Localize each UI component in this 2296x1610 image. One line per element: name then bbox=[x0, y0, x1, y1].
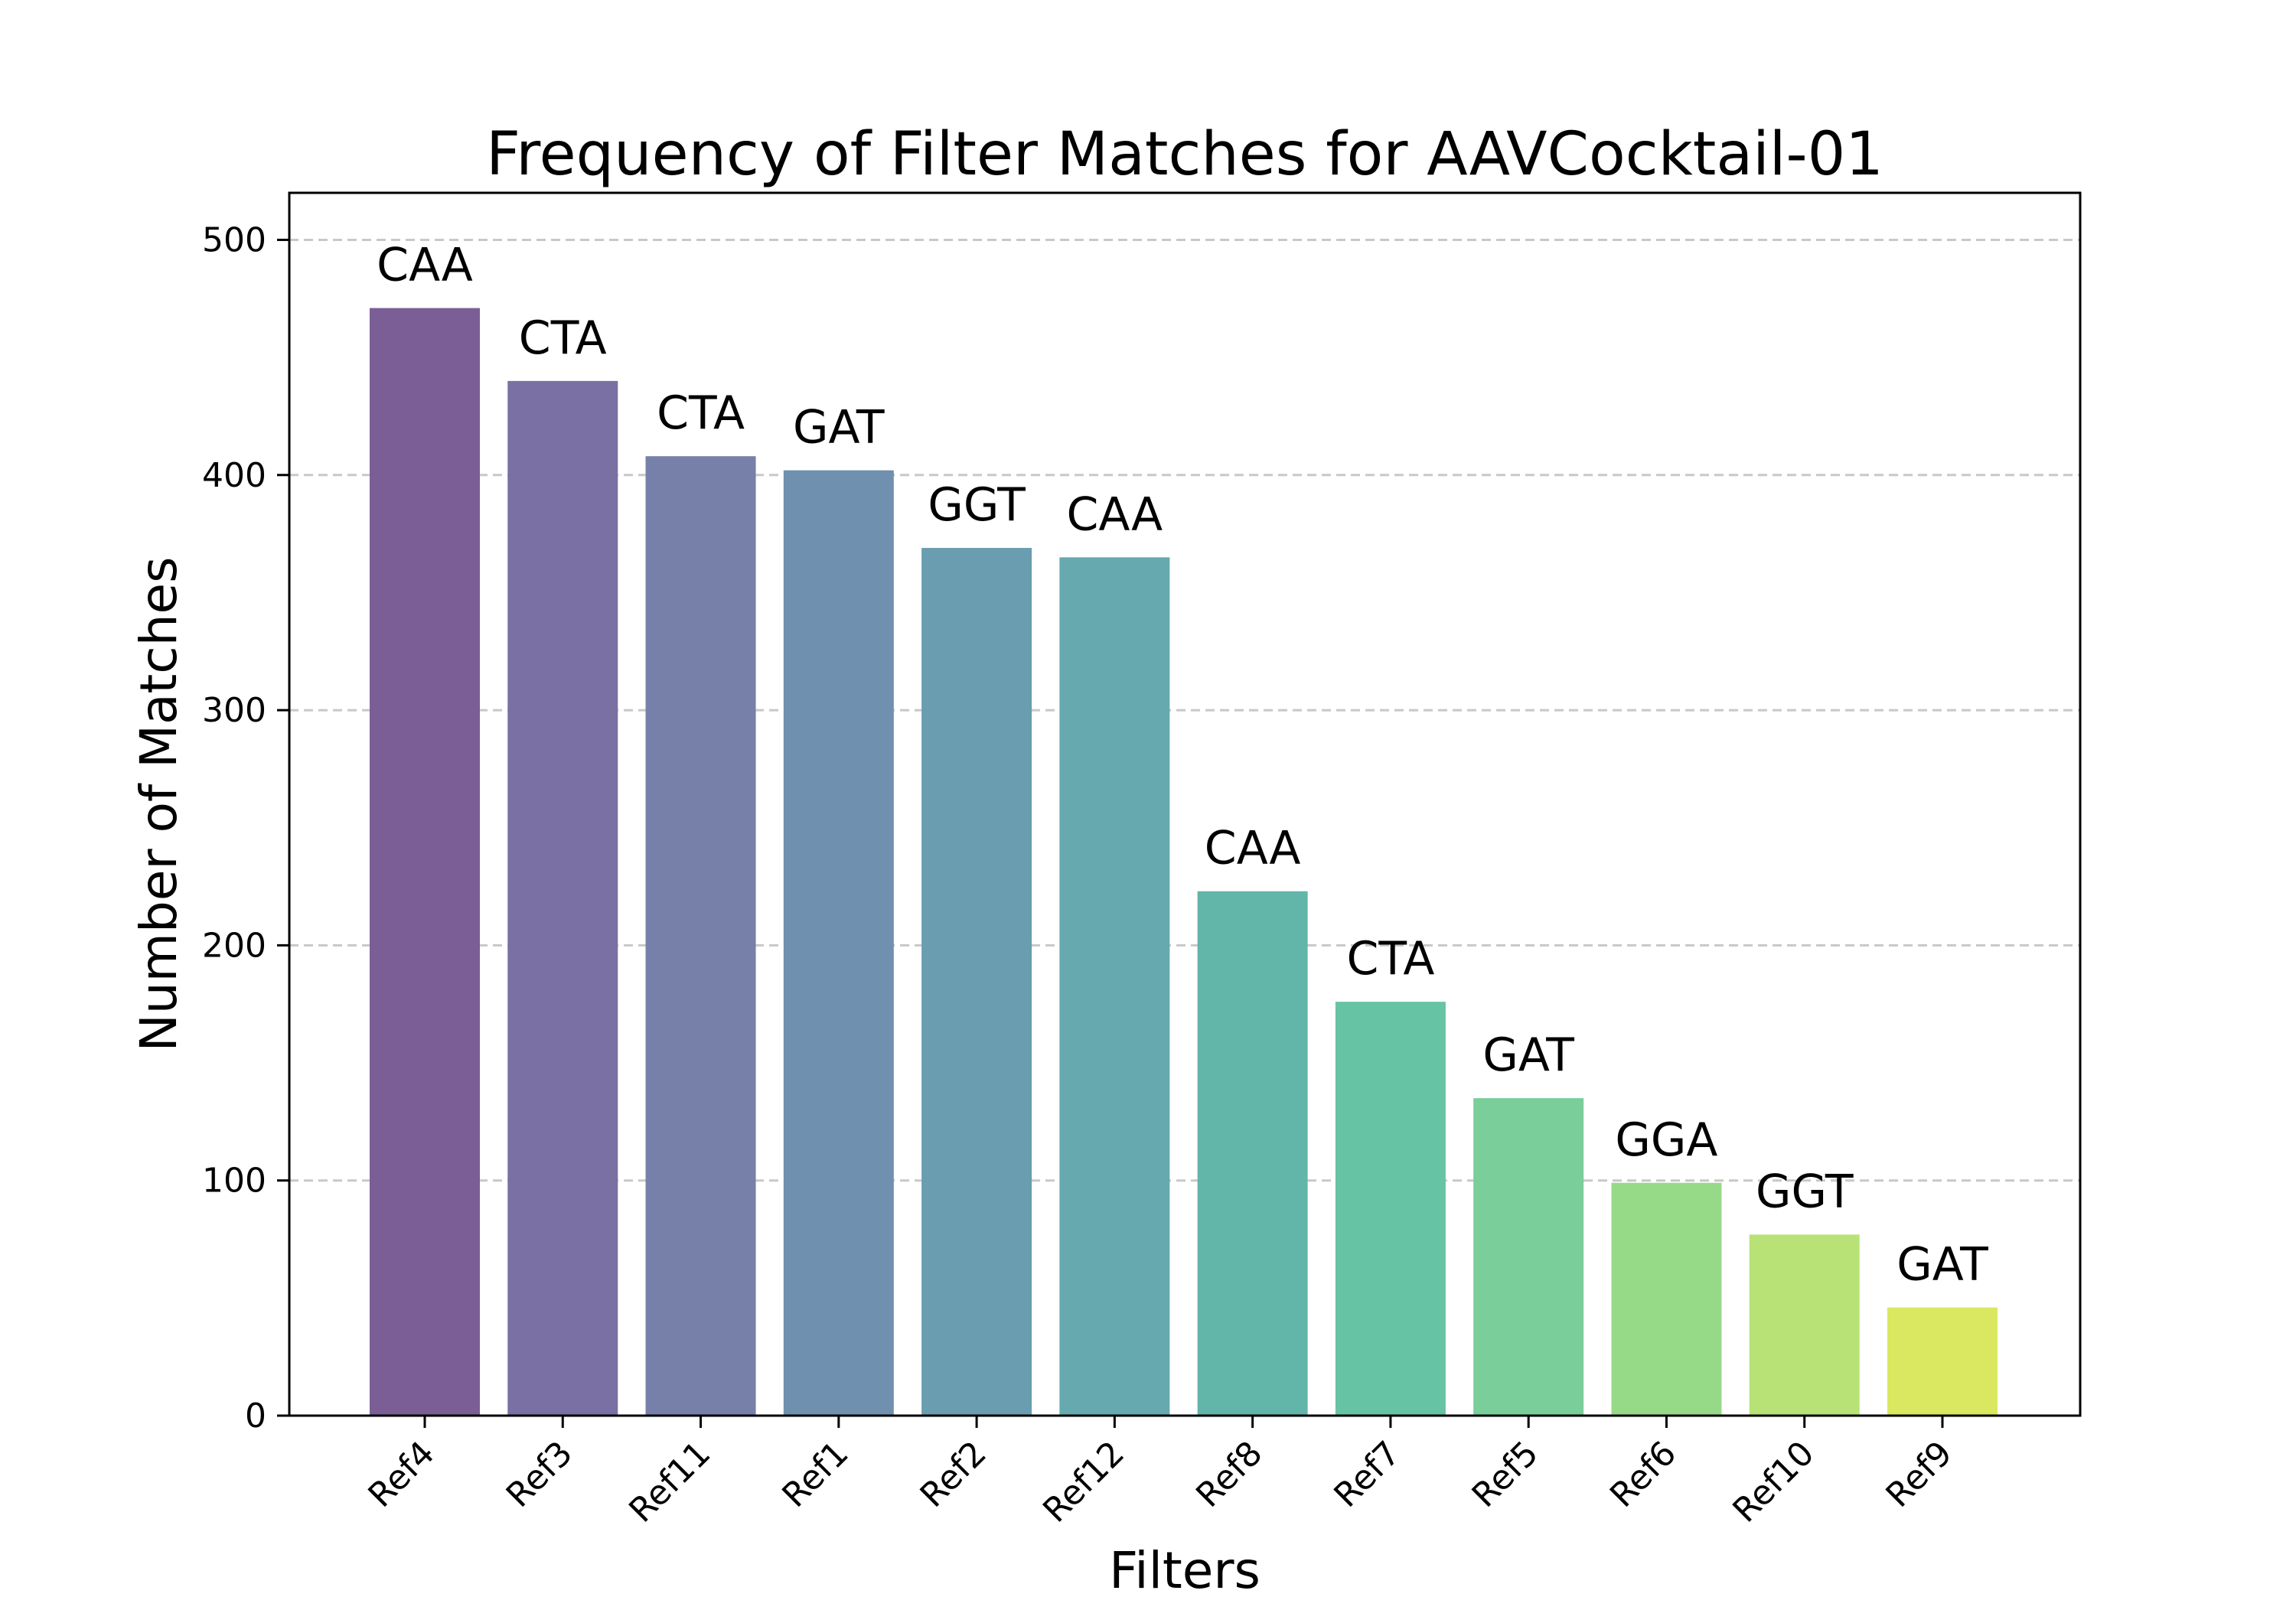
x-axis-label: Filters bbox=[1109, 1541, 1261, 1600]
x-tick-label: Ref9 bbox=[1879, 1434, 1960, 1515]
bar-ref12 bbox=[1059, 557, 1170, 1416]
plot-frame bbox=[288, 191, 2082, 1417]
y-tick-label: 400 bbox=[202, 456, 266, 495]
bar-label: GAT bbox=[1482, 1028, 1574, 1082]
bar-label: GGA bbox=[1615, 1113, 1717, 1167]
x-tick-label: Ref11 bbox=[621, 1434, 718, 1530]
x-tick-label: Ref5 bbox=[1465, 1434, 1546, 1515]
y-axis-label: Number of Matches bbox=[129, 556, 188, 1051]
y-tick-label: 100 bbox=[202, 1162, 266, 1201]
x-tick-label: Ref1 bbox=[775, 1434, 856, 1515]
bar-label: GAT bbox=[793, 401, 885, 455]
x-tick-label: Ref6 bbox=[1603, 1434, 1684, 1515]
bar-ref6 bbox=[1611, 1182, 1722, 1416]
bar-ref3 bbox=[507, 380, 618, 1416]
y-axis-ticks: 0 100 200 300 400 500 bbox=[202, 220, 289, 1436]
bar-label: CAA bbox=[1205, 822, 1301, 875]
bar-label: GGT bbox=[928, 478, 1026, 532]
bar-ref9 bbox=[1887, 1307, 1998, 1416]
bar-label: CAA bbox=[377, 239, 473, 292]
x-tick-label: Ref2 bbox=[913, 1434, 994, 1515]
bar-label: GGT bbox=[1756, 1165, 1854, 1218]
bar-ref1 bbox=[783, 470, 894, 1416]
y-tick-label: 500 bbox=[202, 220, 266, 259]
x-tick-label: Ref7 bbox=[1327, 1434, 1408, 1515]
bar-label: CAA bbox=[1067, 487, 1163, 541]
x-tick-label: Ref10 bbox=[1726, 1434, 1822, 1530]
bar-ref2 bbox=[921, 548, 1032, 1416]
bars bbox=[370, 308, 1998, 1416]
bar-ref7 bbox=[1335, 1002, 1446, 1416]
y-tick-label: 300 bbox=[202, 691, 266, 730]
x-tick-label: Ref12 bbox=[1035, 1434, 1132, 1530]
bar-ref5 bbox=[1473, 1098, 1584, 1416]
x-tick-label: Ref8 bbox=[1189, 1434, 1270, 1515]
y-tick-label: 0 bbox=[245, 1397, 266, 1436]
y-tick-label: 200 bbox=[202, 926, 266, 965]
x-tick-label: Ref3 bbox=[499, 1434, 580, 1515]
bar-ref11 bbox=[645, 456, 756, 1416]
chart-title: Frequency of Filter Matches for AAVCockt… bbox=[486, 120, 1883, 189]
bar-ref4 bbox=[370, 308, 480, 1416]
x-tick-label: Ref4 bbox=[361, 1434, 442, 1515]
bar-labels: CAA CTA CTA GAT GGT CAA CAA CTA GAT GGA GGT GAT bbox=[377, 239, 1988, 1292]
x-axis-ticks: Ref4 Ref3 Ref11 Ref1 Ref2 Ref12 Ref8 Ref7 Ref5 Re… bbox=[361, 1416, 1960, 1530]
bar-ref8 bbox=[1197, 891, 1308, 1416]
bar-ref10 bbox=[1749, 1234, 1860, 1416]
bar-label: GAT bbox=[1896, 1238, 1988, 1292]
bar-label: CTA bbox=[519, 311, 607, 365]
bar-label: CTA bbox=[657, 386, 745, 440]
bar-label: CTA bbox=[1346, 932, 1434, 986]
